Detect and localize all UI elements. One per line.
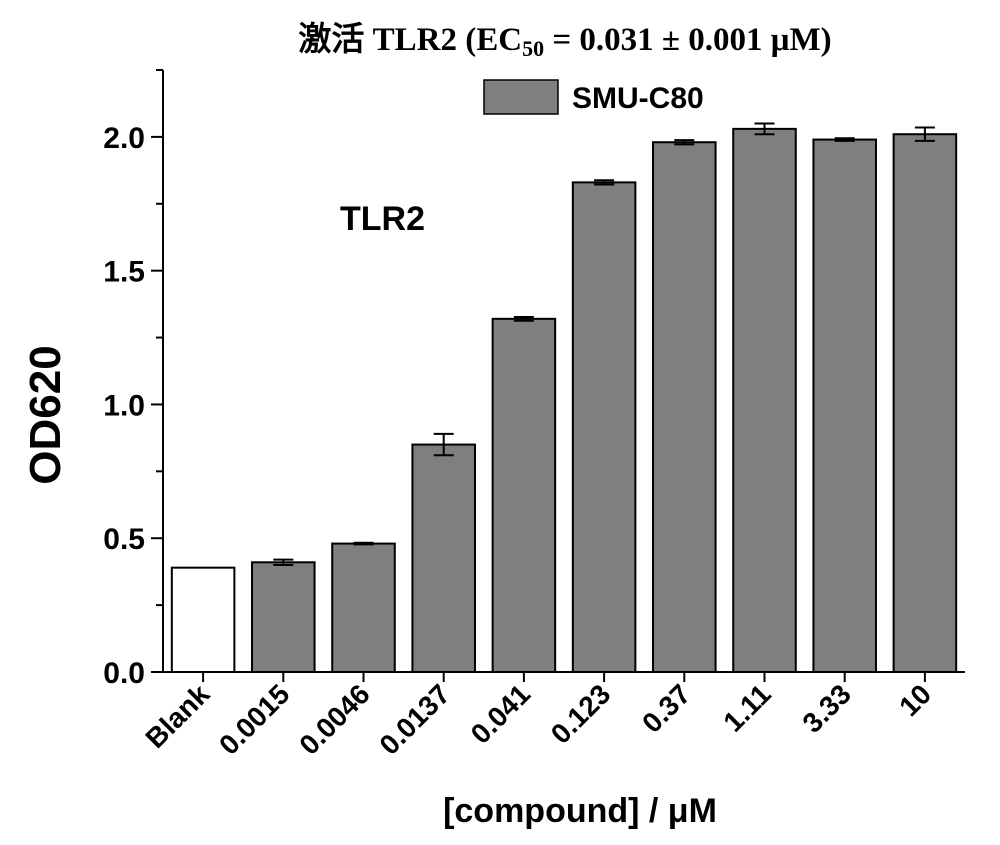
x-tick-label-1: 0.0015 xyxy=(213,678,295,760)
bar-5 xyxy=(571,181,637,674)
bar-4 xyxy=(491,317,557,673)
bar-8 xyxy=(812,138,877,673)
chart-title-prefix: 激活 TLR2 (EC xyxy=(298,21,522,58)
legend-swatch-smu-c80 xyxy=(483,79,559,115)
y-tick-label-0: 0.0 xyxy=(103,657,145,690)
x-tick-label-3: 0.0137 xyxy=(373,678,455,760)
bar-9 xyxy=(892,133,958,674)
y-axis-label: OD620 xyxy=(21,345,70,484)
x-tick-label-2: 0.0046 xyxy=(293,678,375,760)
y-tick-label-4: 2.0 xyxy=(103,122,145,155)
bar-7 xyxy=(732,127,797,673)
chart-title-suffix: = 0.031 ± 0.001 μM) xyxy=(544,22,832,58)
legend: SMU-C80 xyxy=(483,79,704,115)
x-tick-label-9: 10 xyxy=(893,678,937,722)
annotation-tlr2: TLR2 xyxy=(340,200,425,238)
x-tick-label-5: 0.123 xyxy=(545,678,616,749)
bar-0 xyxy=(170,566,236,673)
chart-title-subscript: 50 xyxy=(522,36,544,61)
chart-title: 激活 TLR2 (EC50 = 0.031 ± 0.001 μM) xyxy=(298,21,831,61)
x-tick-label-4: 0.041 xyxy=(465,678,536,749)
x-tick-label-6: 0.37 xyxy=(636,678,696,738)
bar-1 xyxy=(251,561,316,674)
x-tick-label-8: 3.33 xyxy=(796,678,856,738)
y-tick-label-3: 1.5 xyxy=(103,256,145,289)
bar-6 xyxy=(652,141,717,674)
legend-label-smu-c80: SMU-C80 xyxy=(572,82,704,115)
x-tick-label-0: Blank xyxy=(140,678,216,754)
bar-3 xyxy=(411,443,476,674)
y-tick-label-1: 0.5 xyxy=(103,523,145,556)
x-axis-label: [compound] / μM xyxy=(443,792,717,830)
bar-2 xyxy=(331,542,396,673)
y-tick-label-2: 1.0 xyxy=(103,389,145,422)
x-tick-label-7: 1.11 xyxy=(717,678,776,737)
